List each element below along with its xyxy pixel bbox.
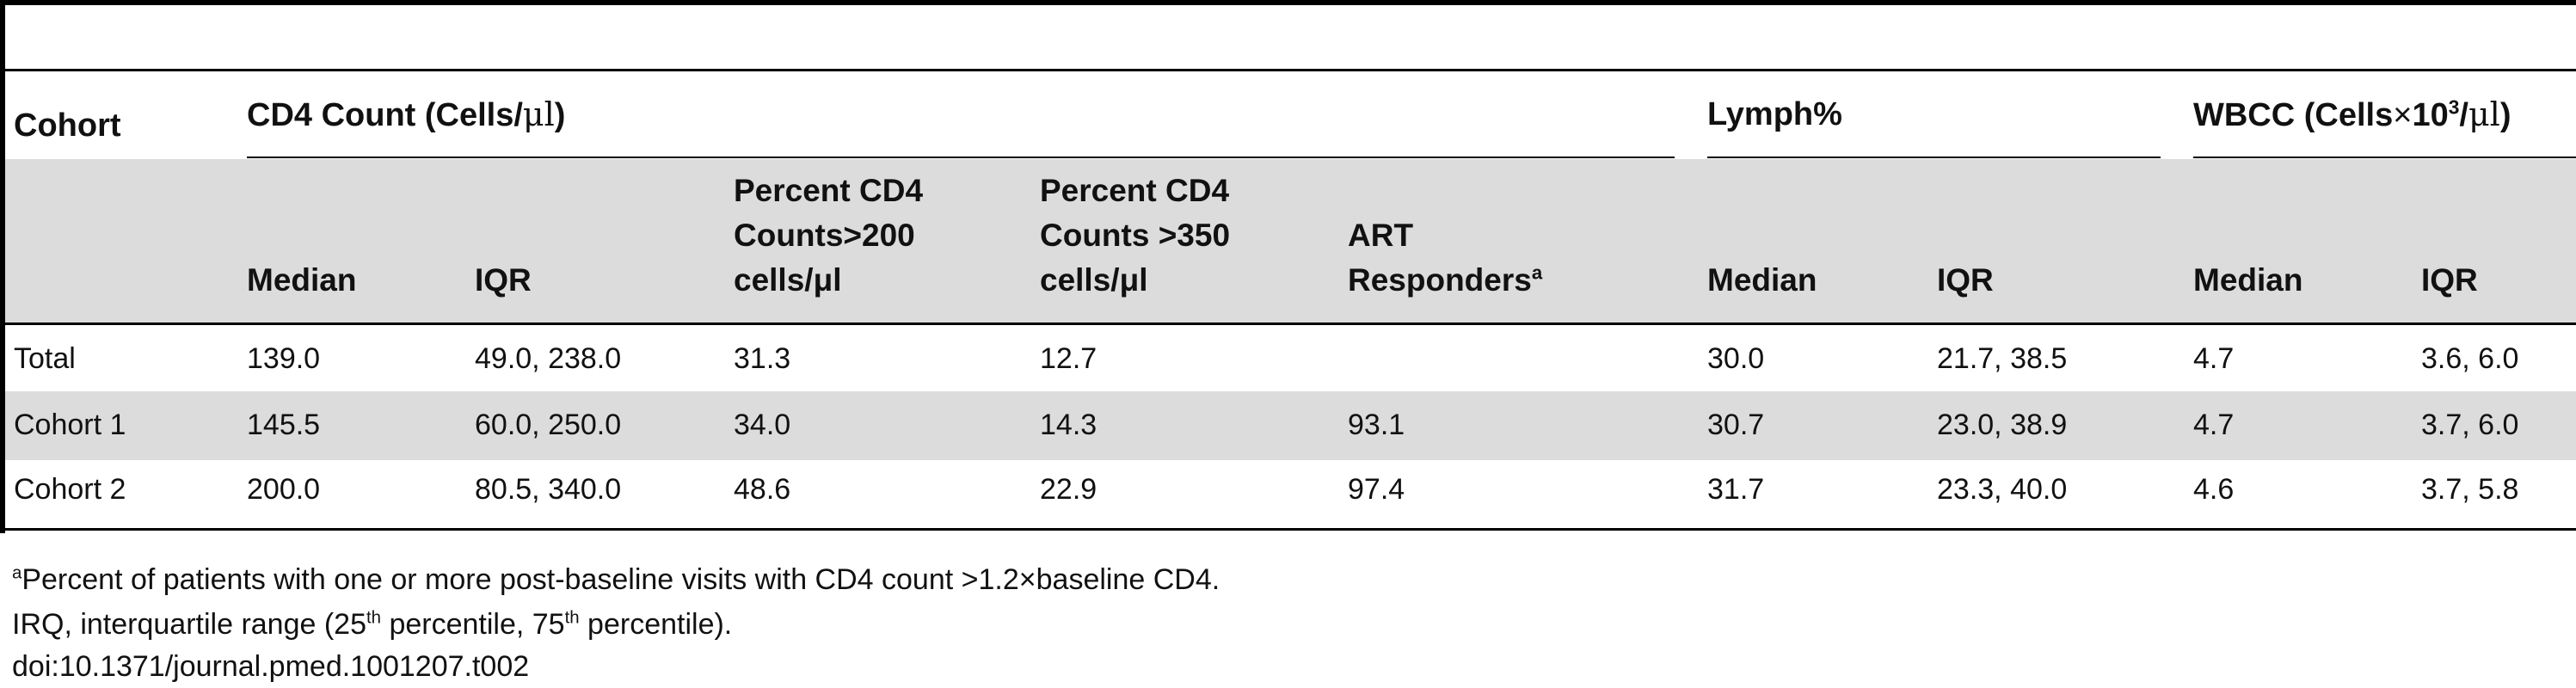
top-border bbox=[0, 0, 2576, 5]
header-cd4-count: CD4 Count (Cells/μl) bbox=[247, 95, 565, 134]
row-cohort1-pct200: 34.0 bbox=[734, 408, 791, 441]
row-total-pct350: 12.7 bbox=[1040, 342, 1097, 375]
subheader-band bbox=[5, 159, 2576, 322]
wbcc-header-base: 10 bbox=[2412, 97, 2449, 133]
subheader-wbcc-median: Median bbox=[2193, 262, 2303, 298]
wbcc-header-unit: μl bbox=[2468, 95, 2500, 133]
pct350-line-1: Percent CD4 bbox=[1040, 173, 1230, 208]
wbcc-header-slash: / bbox=[2459, 97, 2468, 133]
subheader-pct350: Percent CD4 Counts >350 cells/μl bbox=[1040, 169, 1230, 303]
pct200-line-3: cells/μl bbox=[734, 262, 842, 298]
header-cohort: Cohort bbox=[14, 108, 121, 144]
footnote-irq: IRQ, interquartile range (25th percentil… bbox=[12, 607, 732, 642]
row-cohort2-wbcc-median: 4.6 bbox=[2193, 473, 2235, 506]
row-band-cohort-1 bbox=[5, 391, 2576, 460]
footnote-irq-pre: IRQ, interquartile range (25 bbox=[12, 608, 366, 641]
row-cohort2-cohort: Cohort 2 bbox=[14, 473, 126, 506]
header-bottom-rule bbox=[5, 322, 2576, 325]
row-cohort2-lymph-iqr: 23.3, 40.0 bbox=[1937, 473, 2068, 506]
row-cohort2-pct200: 48.6 bbox=[734, 473, 791, 506]
row-total-wbcc-median: 4.7 bbox=[2193, 342, 2235, 375]
row-cohort1-pct350: 14.3 bbox=[1040, 408, 1097, 441]
row-total-cohort: Total bbox=[14, 342, 76, 375]
table-top-rule bbox=[5, 69, 2576, 71]
footnote-irq-th-2: th bbox=[564, 608, 580, 628]
subheader-art-responders: ART Respondersa bbox=[1348, 213, 1542, 303]
footnote-a-text: Percent of patients with one or more pos… bbox=[22, 563, 1220, 596]
row-cohort2-lymph-median: 31.7 bbox=[1707, 473, 1765, 506]
row-cohort2-pct350: 22.9 bbox=[1040, 473, 1097, 506]
cd4-header-close: ) bbox=[554, 97, 566, 133]
footnote-irq-post: percentile). bbox=[579, 608, 733, 641]
pct350-line-3: cells/μl bbox=[1040, 262, 1148, 298]
wbcc-group-underline bbox=[2193, 157, 2576, 158]
header-lymph: Lymph% bbox=[1707, 96, 1842, 132]
subheader-lymph-iqr: IQR bbox=[1937, 262, 1994, 298]
row-cohort1-cd4-median: 145.5 bbox=[247, 408, 321, 441]
row-cohort1-art: 93.1 bbox=[1348, 408, 1405, 441]
pct200-line-1: Percent CD4 bbox=[734, 173, 924, 208]
art-line-2: Respondersa bbox=[1348, 258, 1542, 303]
art-footnote-marker: a bbox=[1531, 261, 1543, 284]
row-cohort1-lymph-iqr: 23.0, 38.9 bbox=[1937, 408, 2068, 441]
subheader-cd4-median: Median bbox=[247, 262, 357, 298]
row-cohort2-cd4-median: 200.0 bbox=[247, 473, 321, 506]
subheader-wbcc-iqr: IQR bbox=[2421, 262, 2478, 298]
art-line-2-text: Responders bbox=[1348, 262, 1532, 298]
footnote-a: aPercent of patients with one or more po… bbox=[12, 562, 1220, 597]
pct200-line-2: Counts>200 bbox=[734, 218, 915, 253]
footnote-doi: doi:10.1371/journal.pmed.1001207.t002 bbox=[12, 650, 530, 683]
wbcc-header-exp: 3 bbox=[2448, 95, 2460, 119]
row-cohort1-cohort: Cohort 1 bbox=[14, 408, 126, 441]
header-wbcc: WBCC (Cells×103/μl) bbox=[2193, 95, 2511, 134]
row-cohort2-wbcc-iqr: 3.7, 5.8 bbox=[2421, 473, 2519, 506]
row-total-pct200: 31.3 bbox=[734, 342, 791, 375]
row-total-lymph-iqr: 21.7, 38.5 bbox=[1937, 342, 2068, 375]
wbcc-header-close: ) bbox=[2499, 97, 2511, 133]
subheader-lymph-median: Median bbox=[1707, 262, 1817, 298]
footnote-irq-th-1: th bbox=[366, 608, 381, 628]
row-cohort2-art: 97.4 bbox=[1348, 473, 1405, 506]
row-cohort1-wbcc-iqr: 3.7, 6.0 bbox=[2421, 408, 2519, 441]
row-total-lymph-median: 30.0 bbox=[1707, 342, 1765, 375]
subheader-pct200: Percent CD4 Counts>200 cells/μl bbox=[734, 169, 923, 303]
cd4-header-unit: μl bbox=[522, 95, 555, 133]
art-line-1: ART bbox=[1348, 218, 1414, 253]
row-cohort1-cd4-iqr: 60.0, 250.0 bbox=[475, 408, 622, 441]
subheader-cd4-iqr: IQR bbox=[475, 262, 532, 298]
footnote-a-marker: a bbox=[12, 563, 22, 583]
table-bottom-rule bbox=[5, 528, 2576, 531]
wbcc-header-text: WBCC (Cells bbox=[2193, 97, 2394, 133]
cd4-header-text: CD4 Count (Cells/ bbox=[247, 97, 523, 133]
row-total-cd4-median: 139.0 bbox=[247, 342, 321, 375]
row-cohort2-cd4-iqr: 80.5, 340.0 bbox=[475, 473, 622, 506]
wbcc-header-times: × bbox=[2393, 97, 2413, 133]
row-total-wbcc-iqr: 3.6, 6.0 bbox=[2421, 342, 2519, 375]
left-border bbox=[0, 0, 5, 533]
footnote-irq-mid: percentile, 75 bbox=[381, 608, 565, 641]
pct350-line-2: Counts >350 bbox=[1040, 218, 1231, 253]
row-cohort1-lymph-median: 30.7 bbox=[1707, 408, 1765, 441]
cd4-group-underline bbox=[247, 157, 1675, 158]
row-cohort1-wbcc-median: 4.7 bbox=[2193, 408, 2235, 441]
lymph-group-underline bbox=[1707, 157, 2161, 158]
row-total-cd4-iqr: 49.0, 238.0 bbox=[475, 342, 622, 375]
